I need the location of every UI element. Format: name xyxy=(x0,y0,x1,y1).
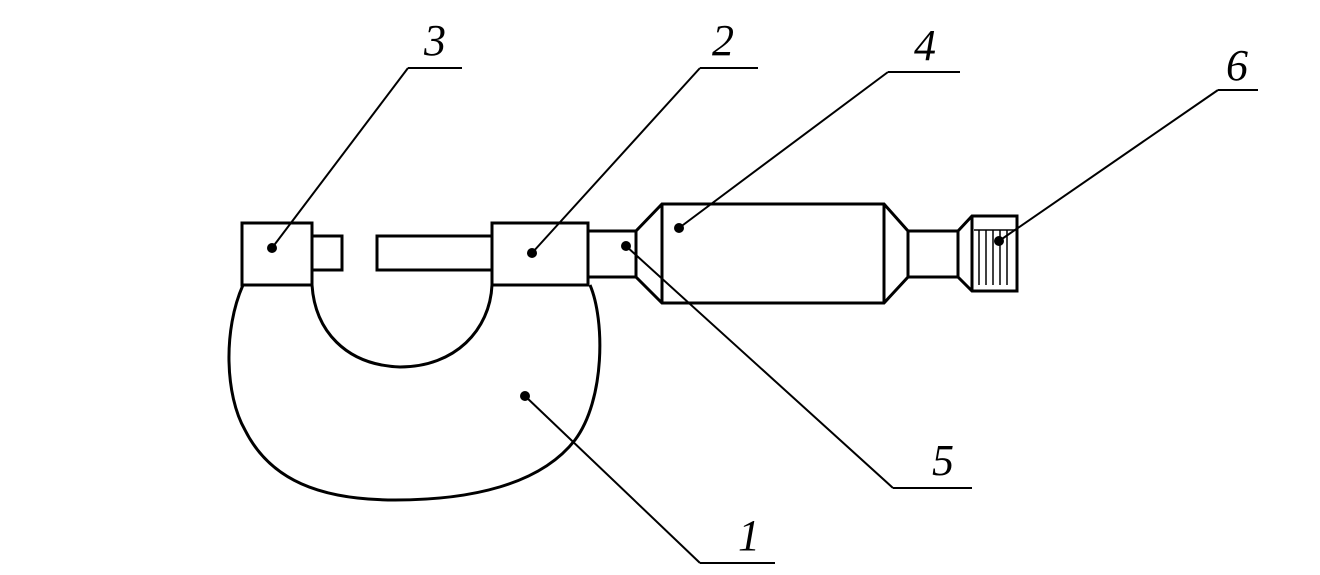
leader-2 xyxy=(527,67,758,258)
leader-3 xyxy=(267,67,462,253)
leader-5 xyxy=(621,241,972,489)
label-thimble: 4 xyxy=(914,21,936,70)
leader-4 xyxy=(674,71,960,233)
leader-1 xyxy=(520,391,775,564)
thimble-body xyxy=(634,202,910,305)
stem-block xyxy=(490,221,590,287)
leader-6 xyxy=(994,89,1258,246)
ratchet-knob xyxy=(956,214,1019,293)
spindle-neck xyxy=(586,229,638,279)
label-spindle: 5 xyxy=(932,436,954,485)
anvil-tip xyxy=(312,234,344,272)
label-frame: 1 xyxy=(738,511,760,560)
spindle-shaft xyxy=(375,234,492,272)
frame-inner xyxy=(310,284,494,369)
anvil-block xyxy=(240,221,314,287)
ratchet-neck xyxy=(906,229,960,279)
label-stem: 2 xyxy=(712,16,734,65)
label-anvil: 3 xyxy=(423,16,446,65)
label-ratchet: 6 xyxy=(1226,41,1248,90)
frame-outer xyxy=(227,284,602,502)
